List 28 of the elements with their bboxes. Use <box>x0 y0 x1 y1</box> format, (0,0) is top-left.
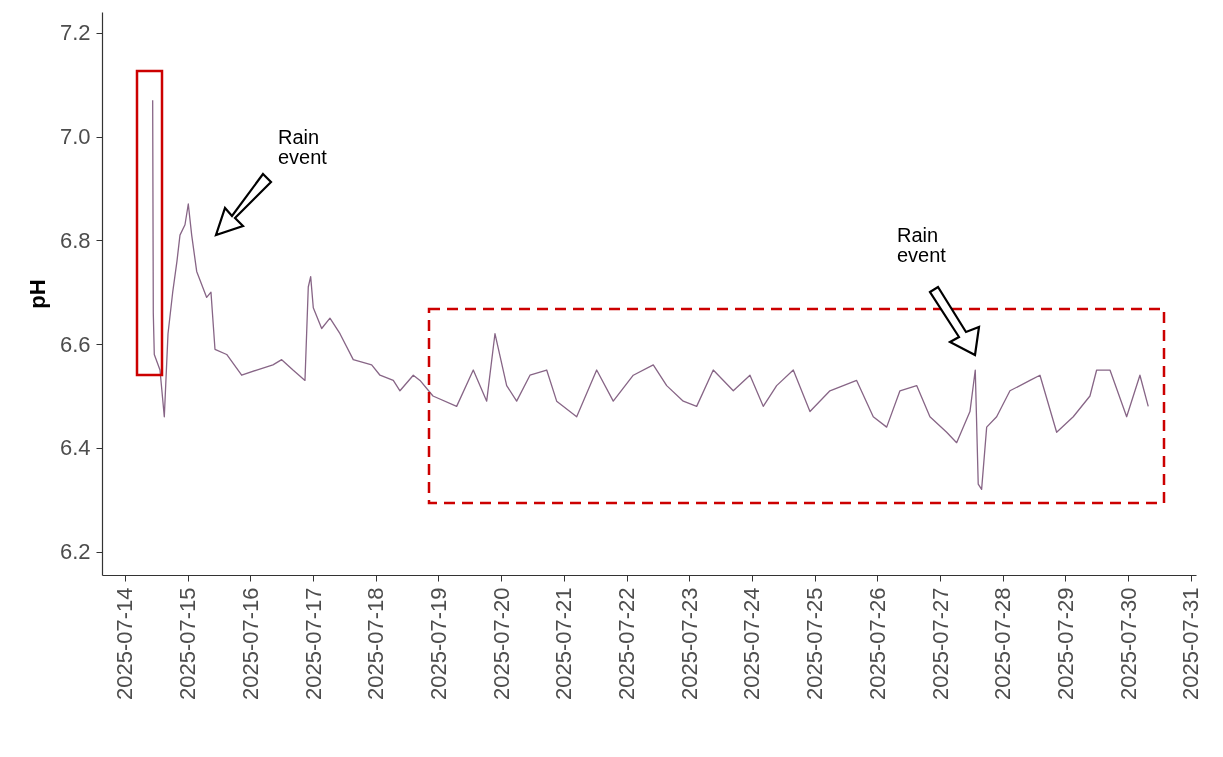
y-tick-label: 6.8 <box>59 227 91 253</box>
line-series <box>152 99 1149 491</box>
x-tick-label: 2025-07-20 <box>488 587 514 701</box>
y-axis-title: pH <box>24 279 50 309</box>
x-tick-label: 2025-07-16 <box>237 587 263 701</box>
x-tick-label: 2025-07-28 <box>990 587 1016 701</box>
x-tick-label: 2025-07-24 <box>739 587 765 701</box>
x-tick-label: 2025-07-15 <box>175 587 201 701</box>
annotation: Rain event <box>897 224 947 266</box>
y-tick-label: 6.4 <box>59 435 91 461</box>
x-tick-label: 2025-07-23 <box>676 587 702 701</box>
x-tick-label: 2025-07-17 <box>300 587 326 701</box>
y-tick-label: 6.2 <box>59 539 91 565</box>
y-tick-label: 6.6 <box>59 331 91 357</box>
y-tick-label: 7.0 <box>59 124 91 150</box>
x-tick-label: 2025-07-19 <box>425 587 451 701</box>
x-tick-label: 2025-07-27 <box>927 587 953 701</box>
x-tick-label: 2025-07-26 <box>864 587 890 701</box>
x-tick-label: 2025-07-29 <box>1052 587 1078 701</box>
x-tick-label: 2025-07-14 <box>112 587 138 701</box>
x-tick-label: 2025-07-30 <box>1115 587 1141 701</box>
x-tick-label: 2025-07-21 <box>551 587 577 701</box>
x-tick-label: 2025-07-18 <box>363 587 389 701</box>
x-tick-label: 2025-07-31 <box>1178 587 1204 701</box>
annotation: Rain event <box>278 126 328 168</box>
x-tick-label: 2025-07-25 <box>802 587 828 701</box>
y-tick-label: 7.2 <box>59 20 91 46</box>
x-tick-label: 2025-07-22 <box>614 587 640 701</box>
